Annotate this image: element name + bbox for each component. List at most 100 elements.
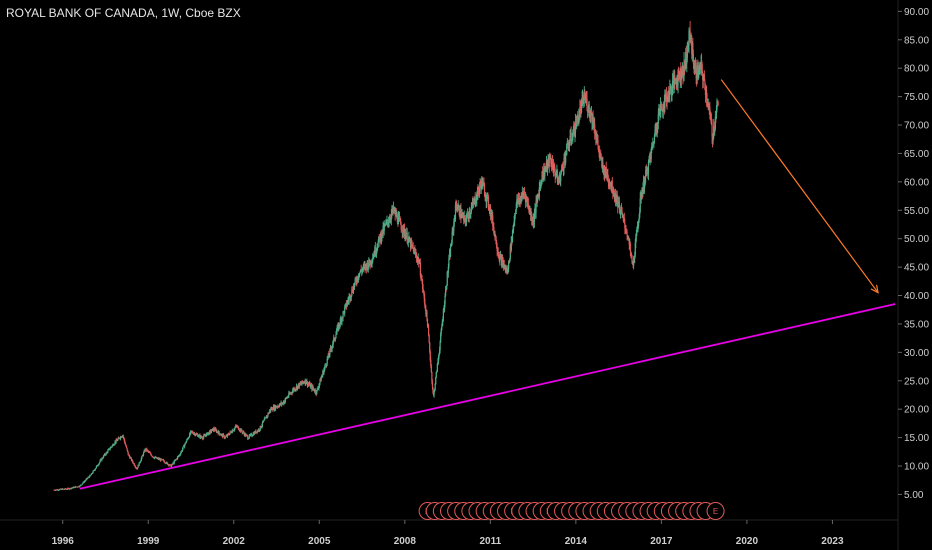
candle-body [234,427,236,429]
candle-body [440,329,442,334]
candle-body [411,240,413,245]
y-tick-label: 20.00 [904,405,929,416]
candle-body [313,389,315,391]
candle-body [246,435,248,437]
y-tick-label: 50.00 [904,234,929,245]
candle-body [264,418,266,420]
candle-body [336,327,338,332]
candle-body [421,280,424,289]
candle-body [453,219,455,223]
candle-body [587,111,589,113]
candle-body [228,433,231,435]
candle-body [216,431,219,433]
candle-body [429,342,431,352]
candle-body [584,94,586,98]
candle-body [179,454,181,456]
candle-body [710,119,712,121]
candle-body [436,371,438,373]
candle-body [316,389,318,394]
candle-body [641,191,643,198]
candle-body [642,187,644,195]
candle-body [114,441,116,445]
candle-body [97,465,99,466]
candle-body [350,297,352,299]
candle-body [202,438,204,440]
candle-body [693,63,695,66]
candle-body [389,219,391,222]
candle-body [153,457,156,459]
candle-body [686,43,688,58]
earnings-marker[interactable] [706,502,725,520]
candle-body [568,143,571,146]
candle-body [419,262,421,276]
candle-body [388,221,390,223]
candle-body [668,94,670,100]
candle-body [295,388,297,390]
candle-body [455,205,458,210]
candle-body [623,217,625,218]
candle-body [475,200,477,203]
candle-body [414,249,416,251]
candle-body [585,98,587,101]
candle-body [602,162,604,167]
candle-body [374,246,377,254]
projection-arrow[interactable] [720,79,879,294]
candle-body [121,436,123,438]
candle-body [637,226,639,227]
candle-body [717,101,719,105]
candle-body [577,115,579,117]
candle-body [484,196,486,198]
candle-body [652,142,654,143]
candle-body [179,454,181,456]
candle-body [667,96,669,102]
candle-body [414,250,417,254]
candle-body [107,450,109,453]
candle-body [275,406,277,408]
candle-body [205,433,208,437]
candle-body [464,218,466,222]
candle-body [454,219,456,220]
candle-body [446,271,448,286]
support-trendline[interactable] [79,303,896,490]
candle-body [576,115,578,127]
candle-body [160,458,162,461]
candle-body [562,168,565,170]
candle-body [224,437,226,439]
candle-body [134,465,136,467]
candle-body [378,236,380,242]
candle-body [233,428,236,430]
candle-body [626,231,628,236]
candle-body [553,164,555,172]
candle-body [540,181,542,185]
candle-body [188,433,191,438]
candle-body [135,467,137,469]
candle-body [713,126,715,130]
candle-body [437,361,439,364]
candle-body [264,417,266,419]
candle-body [92,471,94,474]
candle-body [443,304,446,311]
candle-body [393,209,395,211]
candle-body [638,217,640,221]
candle-body [673,76,675,89]
candle-body [129,456,131,459]
candle-body [87,478,89,479]
candle-body [659,104,662,110]
candle-body [418,258,420,264]
candle-body [412,247,414,249]
candle-body [301,380,304,383]
candle-body [710,120,713,124]
candle-body [83,481,85,483]
candle-body [362,268,364,270]
x-tick-label: 2020 [736,536,759,547]
candle-body [513,221,515,225]
candle-body [604,174,606,177]
candle-body [225,436,227,438]
candle-body [644,184,646,189]
candle-body [66,489,68,490]
candle-body [148,451,151,453]
candle-body [447,266,449,273]
candle-body [211,429,213,432]
candle-body [191,430,193,432]
